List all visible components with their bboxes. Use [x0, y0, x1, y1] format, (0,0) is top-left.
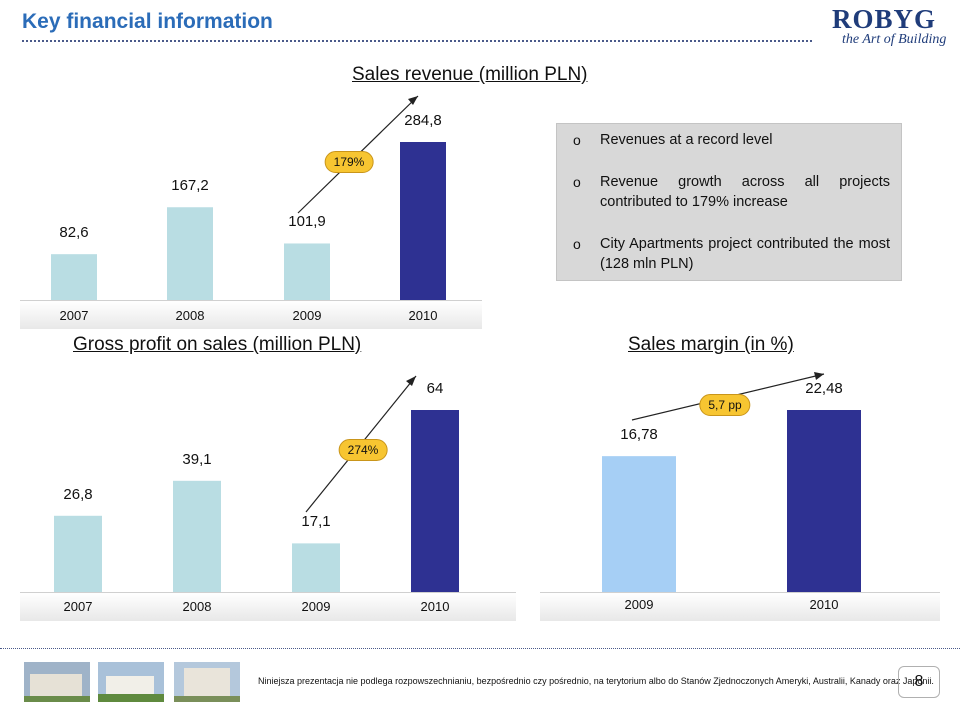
footer-disclaimer: Niniejsza prezentacja nie podlega rozpow…: [258, 676, 934, 686]
info-bullet: Revenue growth across all projects contr…: [600, 174, 890, 210]
revenue-bar-2008: [167, 207, 213, 300]
header-divider: [22, 40, 812, 42]
gross-profit-growth-badge: 274%: [338, 439, 388, 461]
gross-profit-bar-2009: [292, 543, 340, 592]
gross-profit-value-label: 39,1: [182, 450, 212, 468]
revenue-value-label: 82,6: [59, 224, 89, 242]
gross-profit-axis-band: [20, 592, 516, 621]
revenue-bar-2009: [284, 243, 330, 300]
revenue-tick-label: 2007: [59, 308, 89, 323]
sales-margin-growth-badge: 5,7 pp: [699, 394, 751, 416]
gross-profit-value-label: 17,1: [301, 513, 331, 531]
sales-margin-value-label: 16,78: [620, 426, 658, 444]
revenue-chart-title: Sales revenue (million PLN): [352, 64, 588, 85]
sales-margin-chart-title: Sales margin (in %): [628, 334, 794, 355]
gross-profit-tick-label: 2009: [301, 599, 331, 614]
sales-margin-tick-label: 2009: [624, 597, 654, 612]
bullet-marker: o: [573, 132, 581, 148]
building-photo: [98, 662, 164, 702]
revenue-value-label: 101,9: [288, 213, 326, 231]
sales-margin-tick-label: 2010: [809, 597, 839, 612]
gross-profit-bar-2008: [173, 480, 221, 592]
sales-margin-bar-2010: [787, 410, 861, 592]
revenue-arrow-head: [408, 96, 418, 105]
sales-margin-bar-2009: [602, 456, 676, 592]
footer-divider: [0, 648, 960, 649]
gross-profit-chart-title: Gross profit on sales (million PLN): [73, 334, 362, 355]
info-box: o Revenues at a record level o Revenue g…: [556, 123, 902, 281]
gross-profit-tick-label: 2007: [63, 599, 93, 614]
revenue-value-label: 167,2: [171, 177, 209, 195]
revenue-growth-badge: 179%: [324, 151, 374, 173]
gross-profit-value-label: 26,8: [63, 485, 93, 503]
revenue-tick-label: 2008: [175, 308, 205, 323]
revenue-value-label: 284,8: [404, 112, 442, 129]
sales-margin-arrow-head: [814, 372, 824, 380]
sales-margin-value-label: 22,48: [805, 380, 843, 397]
page-number: 8: [898, 666, 940, 698]
sales-margin-axis-band: [540, 592, 940, 621]
gross-profit-tick-label: 2008: [182, 599, 212, 614]
revenue-tick-label: 2009: [292, 308, 322, 323]
info-bullet: City Apartments project contributed the …: [600, 236, 890, 272]
gross-profit-bar-2007: [54, 515, 102, 592]
gross-profit-value-label: 64: [426, 380, 444, 397]
gross-profit-bar-2010: [411, 410, 459, 592]
gross-profit-arrow-head: [406, 376, 416, 386]
revenue-tick-label: 2010: [408, 308, 438, 323]
bullet-marker: o: [573, 236, 581, 252]
revenue-bar-2007: [51, 254, 97, 300]
bullet-marker: o: [573, 174, 581, 190]
revenue-axis-band: [20, 300, 482, 329]
company-logo: ROBYG: [832, 4, 937, 34]
revenue-bar-2010: [400, 142, 446, 300]
logo-tagline: the Art of Building: [842, 32, 947, 47]
info-bullet: Revenues at a record level: [600, 132, 773, 148]
slide-title: Key financial information: [22, 10, 273, 33]
building-photo: [174, 662, 240, 702]
building-photo: [24, 662, 90, 702]
gross-profit-tick-label: 2010: [420, 599, 450, 614]
